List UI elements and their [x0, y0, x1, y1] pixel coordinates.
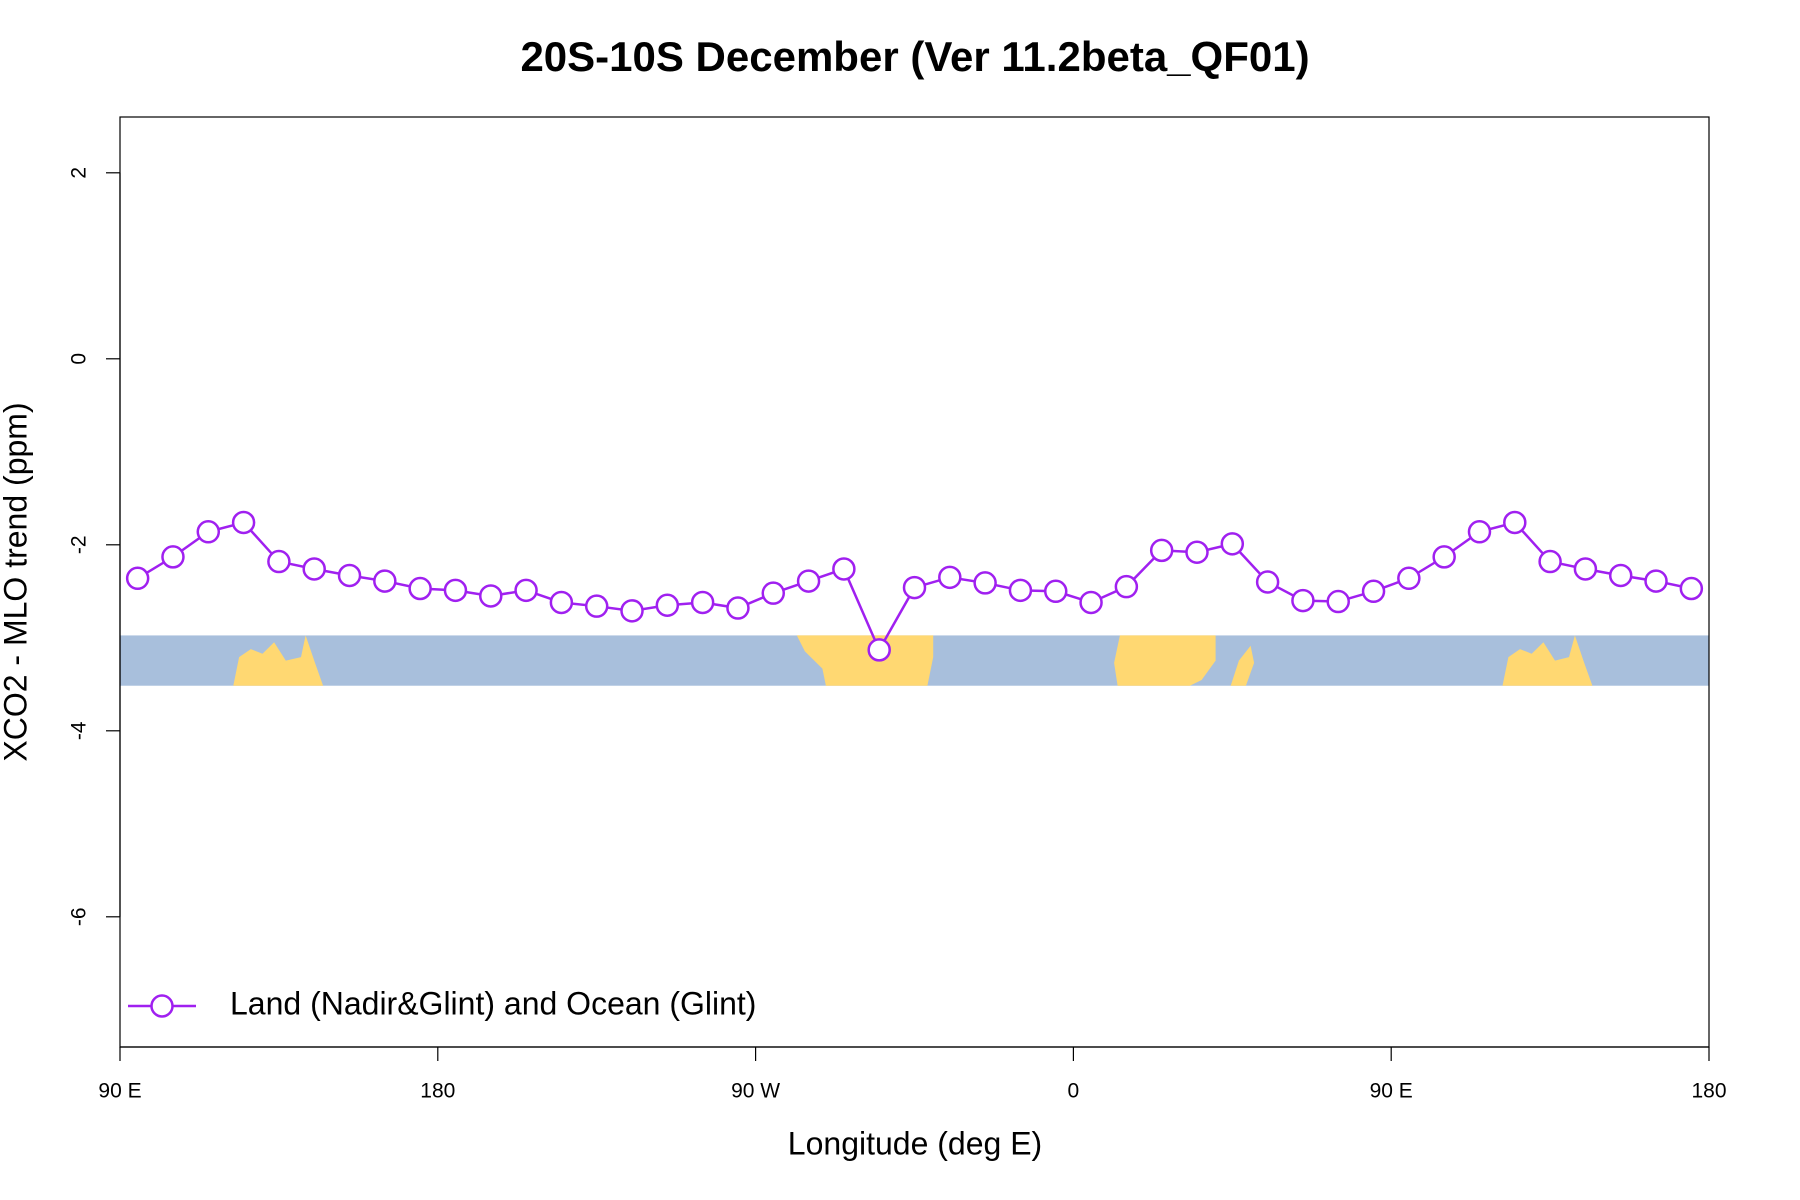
- data-point: [1608, 563, 1633, 588]
- y-tick-label: 0: [68, 353, 91, 365]
- y-tick-label: -4: [68, 721, 91, 740]
- data-point: [1397, 566, 1421, 591]
- x-tick-label: 0: [1068, 1080, 1080, 1103]
- data-point: [973, 571, 997, 595]
- data-point: [1503, 510, 1527, 535]
- data-point: [479, 584, 503, 608]
- data-point: [1008, 578, 1033, 603]
- data-point: [1114, 574, 1139, 599]
- land-shape: [1114, 635, 1216, 686]
- data-point: [373, 569, 397, 593]
- data-point: [1361, 579, 1386, 604]
- data-point: [125, 566, 150, 591]
- y-axis-title: XCO2 - MLO trend (ppm): [0, 402, 33, 761]
- data-point: [1185, 540, 1209, 564]
- data-point: [761, 581, 786, 605]
- chart-title: 20S-10S December (Ver 11.2beta_QF01): [520, 33, 1309, 80]
- data-point: [1573, 557, 1598, 581]
- x-axis-title: Longitude (deg E): [788, 1125, 1042, 1161]
- land-shape: [1230, 645, 1255, 686]
- data-point: [549, 590, 574, 615]
- data-point: [267, 549, 291, 574]
- x-tick-label: 90 W: [731, 1080, 780, 1103]
- data-point: [690, 590, 715, 615]
- y-tick-label: 2: [68, 167, 91, 179]
- data-point: [620, 599, 644, 623]
- data-point: [902, 575, 927, 600]
- data-point: [832, 557, 856, 581]
- y-tick-label: -6: [68, 907, 91, 926]
- data-point: [1220, 532, 1245, 556]
- data-point: [302, 557, 326, 581]
- data-point: [1291, 588, 1315, 613]
- x-tick-label: 90 E: [98, 1080, 141, 1103]
- data-point: [938, 565, 962, 590]
- data-point: [1679, 576, 1704, 601]
- data-point: [584, 594, 609, 618]
- data-point: [1326, 589, 1350, 614]
- data-point: [1079, 590, 1103, 615]
- map-band: [120, 635, 1709, 686]
- data-point: [1149, 538, 1174, 563]
- data-point: [443, 578, 468, 603]
- data-point: [408, 576, 432, 601]
- data-point: [196, 520, 221, 544]
- legend-marker: [150, 994, 174, 1018]
- land-shape: [796, 635, 934, 686]
- data-point: [867, 638, 891, 662]
- land-shape: [1502, 635, 1593, 686]
- data-point: [1432, 545, 1456, 569]
- data-point: [1467, 520, 1492, 544]
- x-tick-label: 90 E: [1370, 1080, 1413, 1103]
- data-point: [1538, 549, 1562, 574]
- y-tick-label: -2: [68, 535, 91, 554]
- data-point: [337, 563, 362, 588]
- data-point: [796, 569, 821, 593]
- data-point: [1644, 569, 1668, 593]
- data-point: [726, 596, 750, 620]
- data-point: [655, 593, 680, 617]
- legend-label: Land (Nadir&Glint) and Ocean (Glint): [230, 985, 756, 1021]
- land-shape: [233, 635, 324, 686]
- data-point: [1255, 570, 1280, 594]
- data-point: [514, 578, 538, 603]
- data-point: [161, 545, 185, 569]
- x-tick-label: 180: [1691, 1080, 1726, 1103]
- data-point: [1043, 579, 1068, 604]
- data-point: [231, 510, 256, 535]
- x-tick-label: 180: [420, 1080, 455, 1103]
